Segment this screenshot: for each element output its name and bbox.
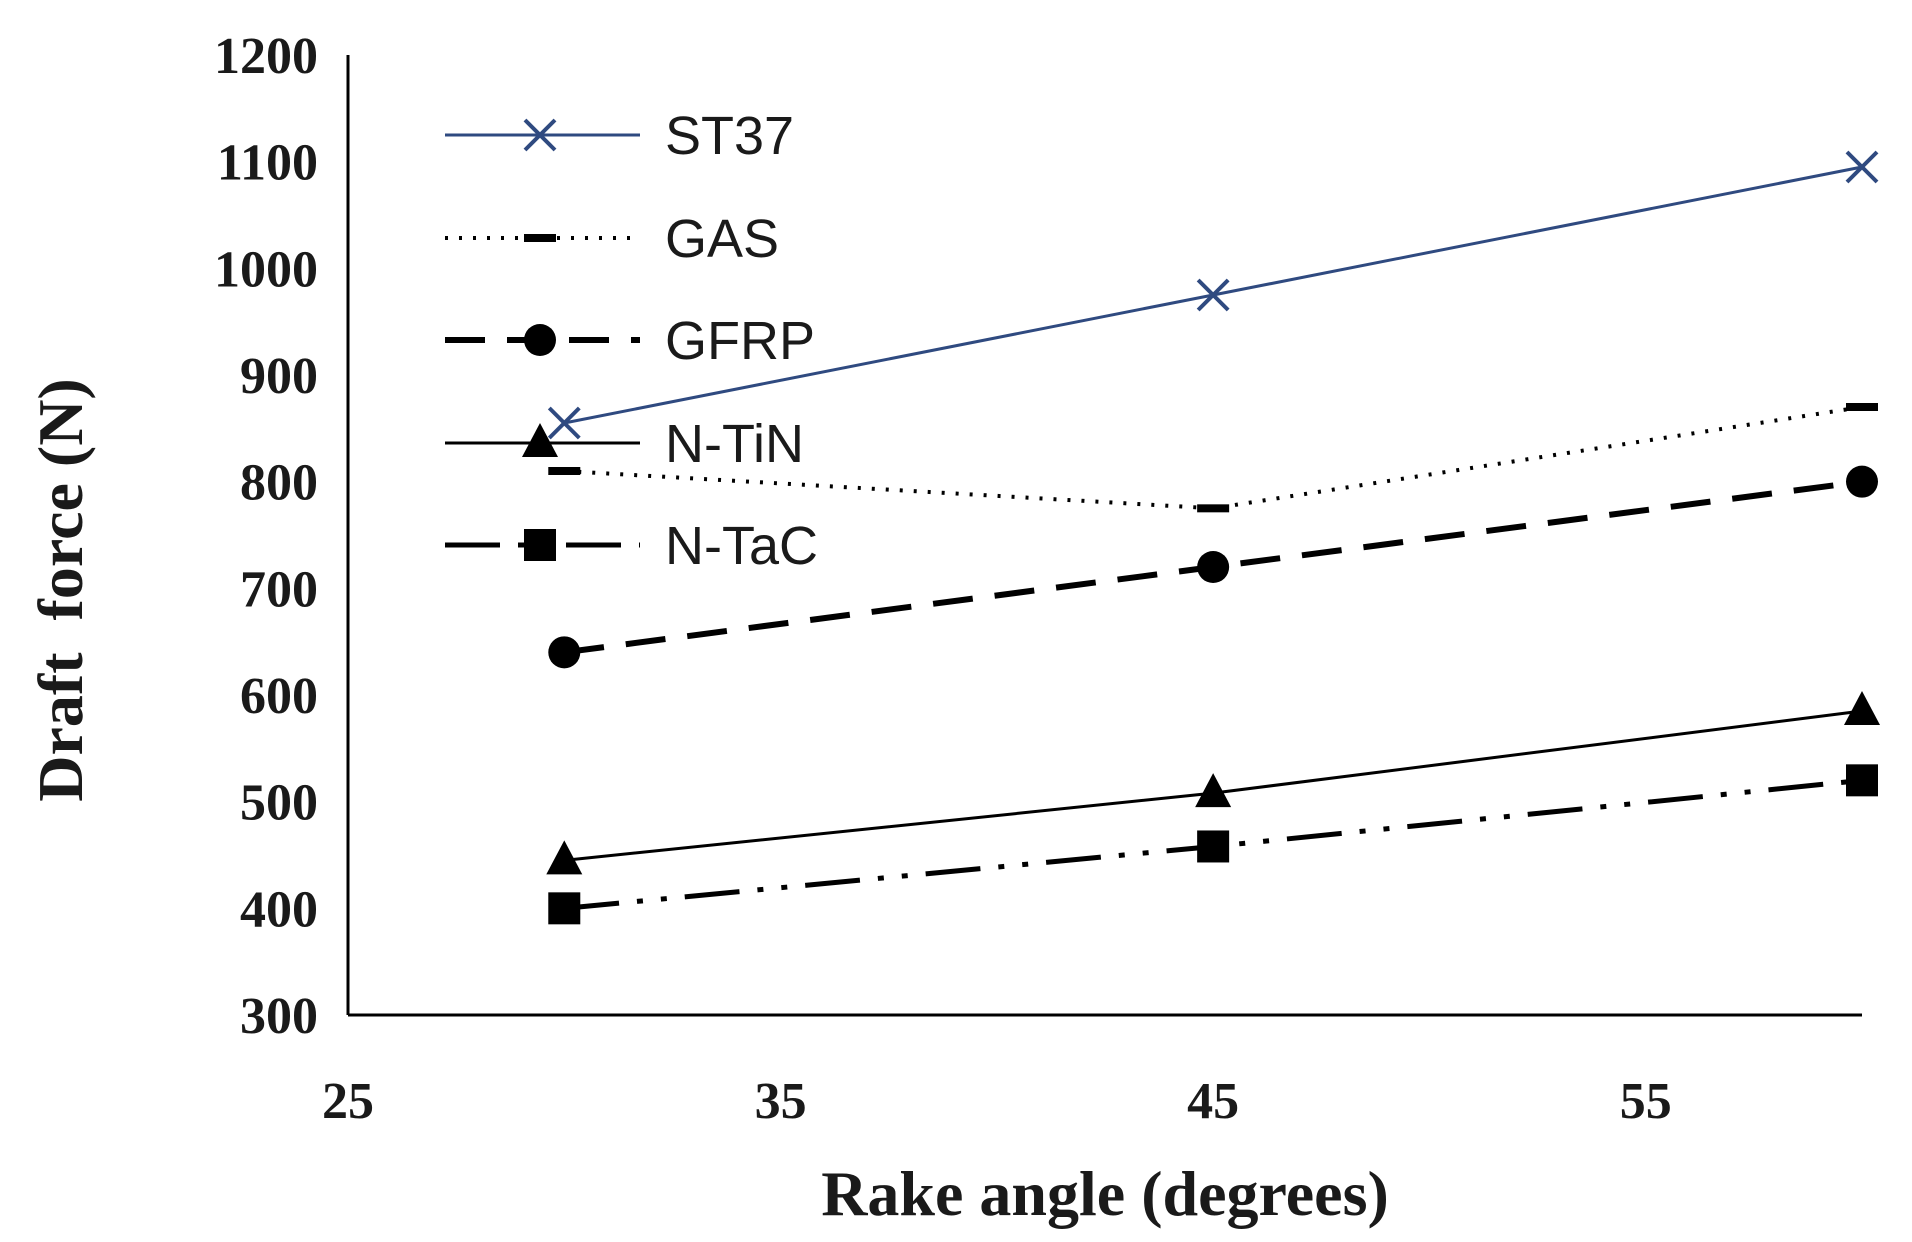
- data-point: [546, 840, 583, 875]
- y-tick-label: 900: [240, 348, 318, 405]
- series-st37: [547, 150, 1879, 440]
- data-point: [547, 406, 581, 440]
- legend-swatch-marker: [524, 234, 556, 242]
- legend-item: N-TiN: [445, 414, 804, 474]
- data-point: [1197, 551, 1230, 583]
- y-tick-label: 500: [240, 775, 318, 832]
- data-point: [548, 467, 581, 475]
- data-point: [1845, 150, 1879, 184]
- y-tick-label: 400: [240, 881, 318, 938]
- series-layer: [546, 150, 1880, 925]
- x-axis-title: Rake angle (degrees): [821, 1158, 1389, 1229]
- data-point: [1844, 691, 1880, 725]
- y-tick-label: 1100: [217, 135, 318, 192]
- data-point: [1195, 773, 1232, 808]
- data-point: [1846, 465, 1878, 498]
- legend: ST37 GAS GFRP N-TiN N-TaC: [445, 106, 818, 576]
- series-n-tac: [548, 764, 1878, 925]
- data-point: [548, 892, 581, 925]
- data-point: [1196, 278, 1230, 312]
- y-tick-label: 300: [240, 988, 318, 1045]
- x-tick-label: 55: [1620, 1073, 1672, 1130]
- series-gas: [548, 403, 1878, 513]
- data-point: [1197, 504, 1230, 513]
- legend-label: GAS: [665, 209, 779, 269]
- legend-swatch-marker: [522, 423, 558, 457]
- x-tick-label: 45: [1187, 1073, 1239, 1130]
- series-gfrp: [548, 465, 1878, 669]
- x-tick-label: 25: [322, 1073, 374, 1130]
- legend-item: GAS: [445, 209, 779, 269]
- legend-swatch-marker: [523, 118, 557, 152]
- x-tick-label: 35: [755, 1073, 807, 1130]
- data-point: [1197, 830, 1230, 863]
- y-tick-label: 700: [240, 561, 318, 618]
- series-n-tin: [546, 691, 1880, 875]
- y-tick-label: 600: [240, 668, 318, 725]
- legend-swatch-marker: [524, 529, 556, 561]
- data-point: [548, 636, 581, 669]
- y-tick-label: 1000: [214, 241, 318, 298]
- y-tick-label: 800: [240, 455, 318, 512]
- y-axis-ticks: 300 400 500 600 700 800 900 1000 1100 1200: [214, 28, 318, 1045]
- legend-item: GFRP: [445, 311, 815, 371]
- legend-item: N-TaC: [445, 516, 818, 576]
- legend-label: N-TaC: [665, 516, 818, 576]
- data-point: [1846, 764, 1878, 797]
- data-point: [1846, 403, 1878, 411]
- legend-label: GFRP: [665, 311, 815, 371]
- legend-swatch-marker: [524, 324, 556, 356]
- legend-label: ST37: [665, 106, 794, 166]
- x-axis-ticks: 25 35 45 55: [322, 1073, 1672, 1130]
- legend-label: N-TiN: [665, 414, 804, 474]
- legend-item: ST37: [445, 106, 794, 166]
- y-axis-title: Draft force (N): [25, 378, 96, 801]
- y-tick-label: 1200: [214, 28, 318, 85]
